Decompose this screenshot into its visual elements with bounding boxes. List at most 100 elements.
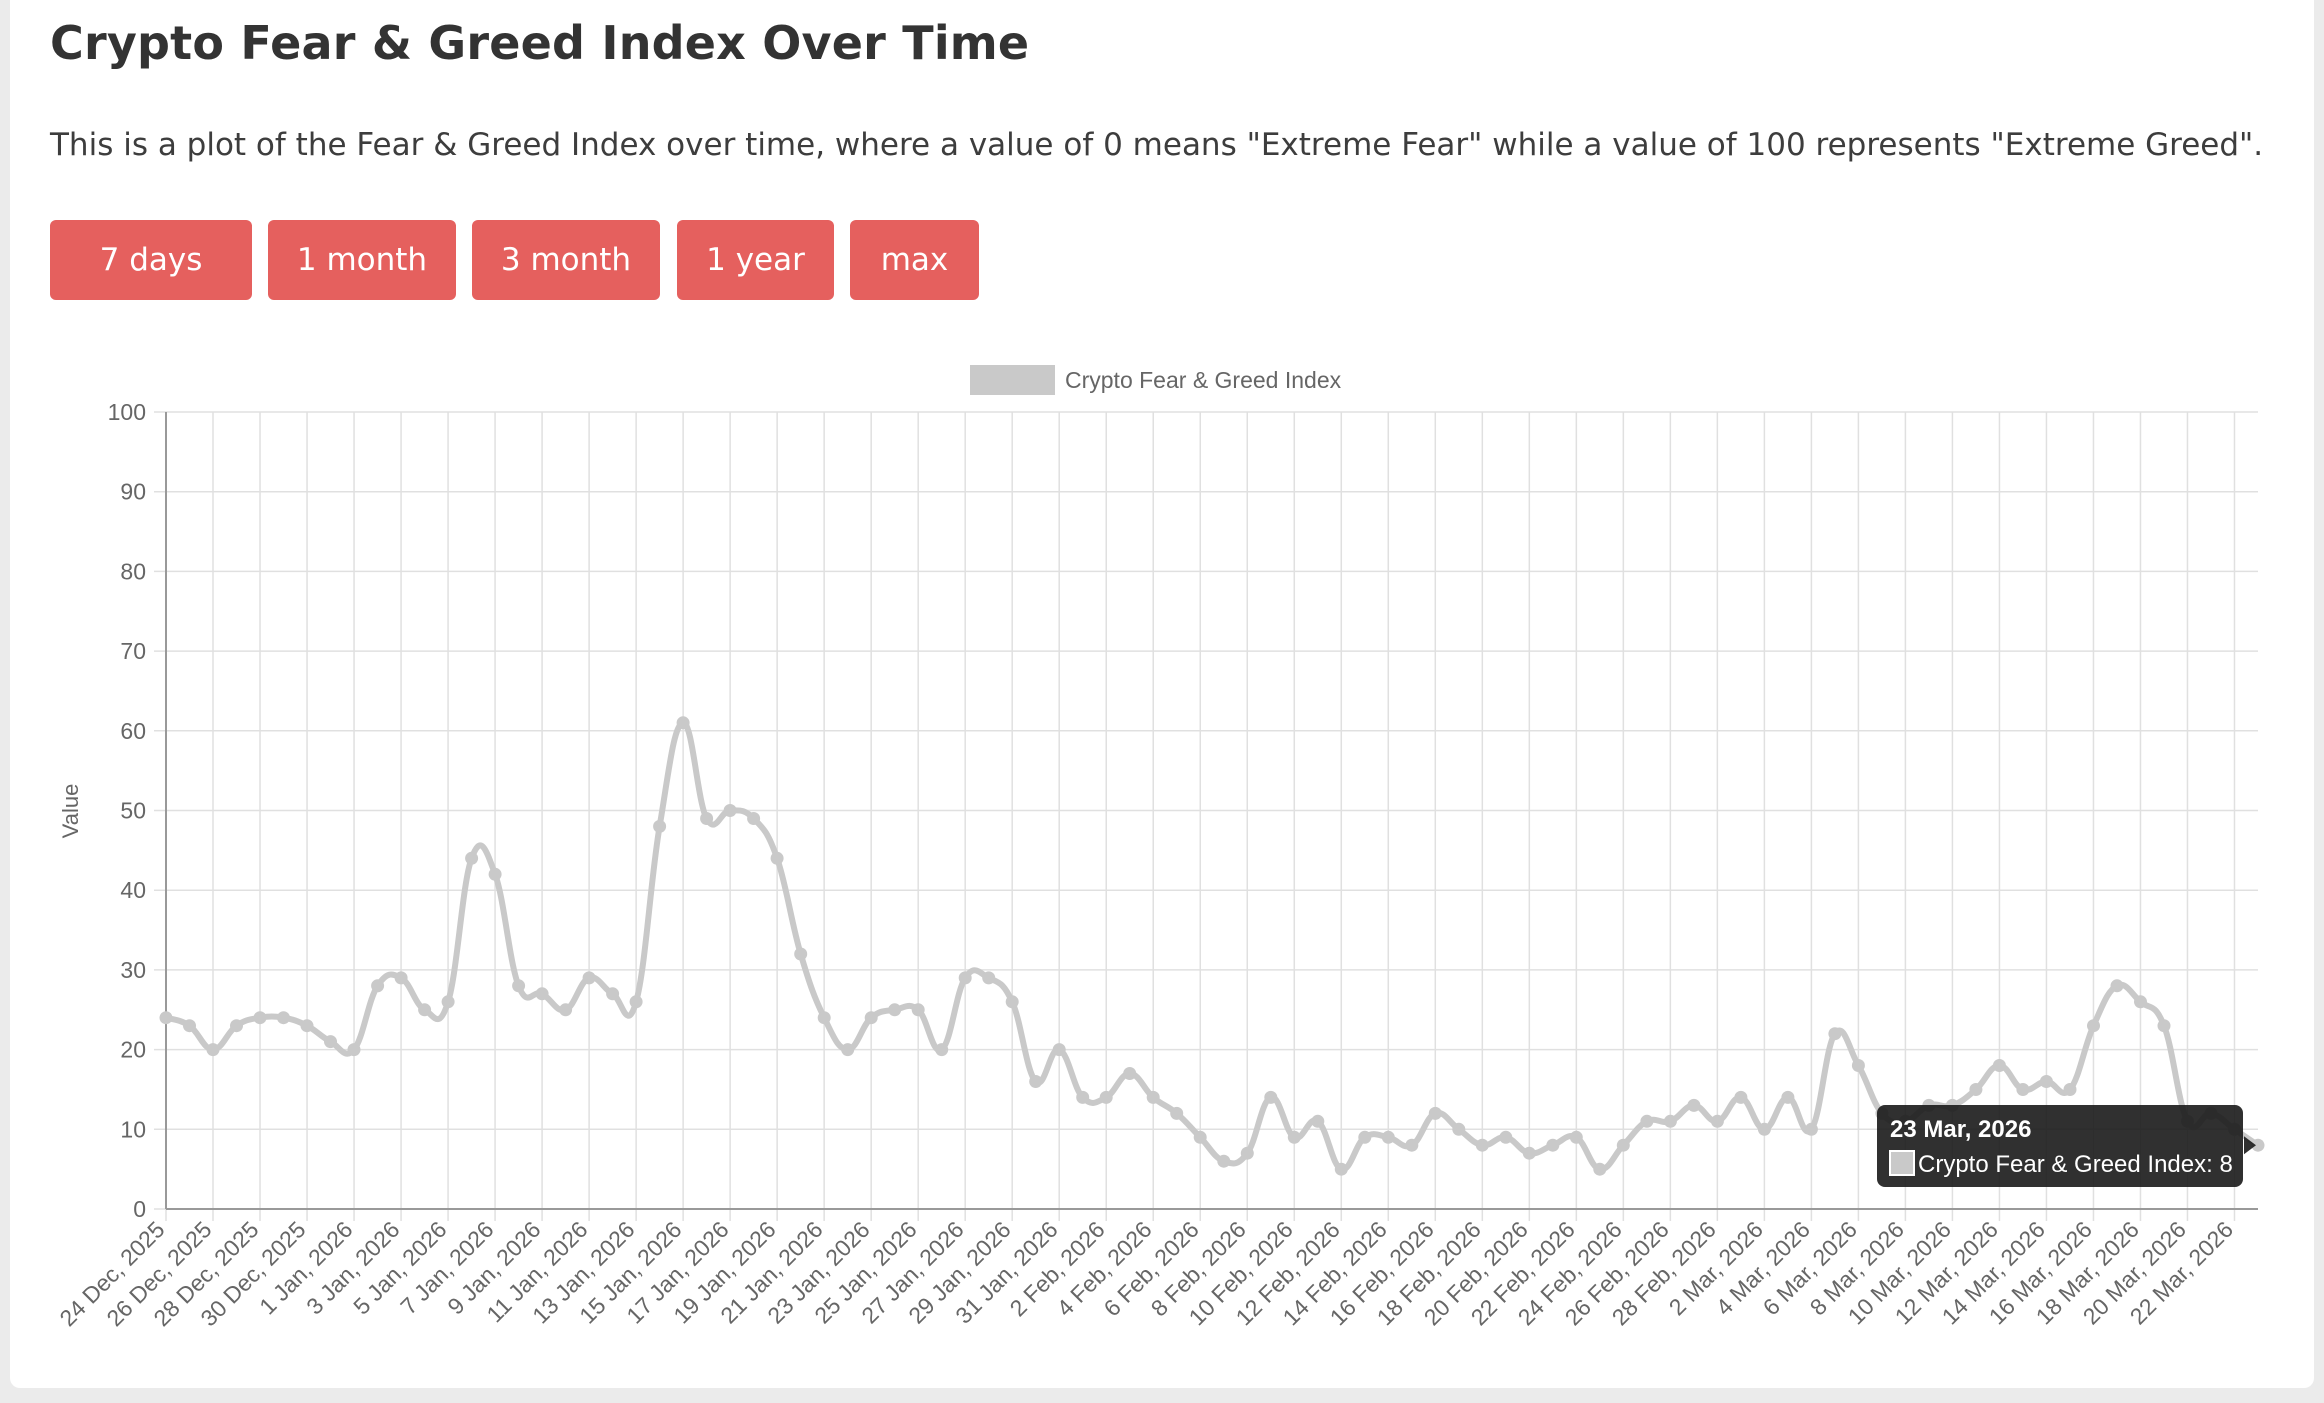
range-button-7-days[interactable]: 7 days (50, 220, 252, 300)
data-point[interactable] (1358, 1130, 1372, 1144)
data-point[interactable] (629, 995, 643, 1009)
data-point[interactable] (1569, 1130, 1583, 1144)
data-point[interactable] (1452, 1122, 1466, 1136)
data-point[interactable] (1663, 1114, 1677, 1128)
data-point[interactable] (606, 987, 620, 1001)
data-point[interactable] (1334, 1162, 1348, 1176)
data-point[interactable] (935, 1043, 949, 1057)
data-point[interactable] (1475, 1138, 1489, 1152)
data-point[interactable] (2087, 1019, 2100, 1033)
data-point[interactable] (1146, 1090, 1160, 1104)
data-point[interactable] (1828, 1027, 1842, 1041)
data-point[interactable] (1734, 1090, 1748, 1104)
data-point[interactable] (1640, 1114, 1654, 1128)
data-point[interactable] (559, 1003, 573, 1017)
series-line (163, 719, 2261, 1173)
data-point[interactable] (277, 1011, 290, 1025)
data-point[interactable] (1123, 1067, 1137, 1080)
data-point[interactable] (1029, 1075, 1043, 1088)
tooltip-caret (2244, 1136, 2256, 1155)
data-point[interactable] (1405, 1138, 1419, 1152)
data-point[interactable] (206, 1043, 220, 1057)
data-point[interactable] (300, 1019, 314, 1033)
data-point[interactable] (817, 1011, 831, 1025)
data-point[interactable] (1381, 1130, 1395, 1144)
data-point[interactable] (700, 812, 714, 825)
tooltip-swatch (1889, 1150, 1915, 1176)
data-point[interactable] (1781, 1090, 1795, 1104)
data-point[interactable] (958, 971, 972, 985)
data-point[interactable] (982, 971, 996, 985)
y-axis-title: Value (58, 784, 83, 839)
range-button-max[interactable]: max (850, 220, 979, 300)
data-point[interactable] (441, 995, 455, 1009)
data-point[interactable] (676, 716, 690, 730)
data-point[interactable] (2251, 1138, 2265, 1152)
data-point[interactable] (488, 867, 502, 881)
data-point[interactable] (1099, 1090, 1113, 1104)
y-tick-label: 100 (108, 399, 146, 425)
data-point[interactable] (653, 819, 667, 833)
data-point[interactable] (159, 1011, 173, 1025)
data-point[interactable] (1522, 1146, 1536, 1160)
data-point[interactable] (1217, 1154, 1231, 1168)
data-point[interactable] (1287, 1130, 1301, 1144)
data-point[interactable] (770, 851, 784, 865)
data-point[interactable] (371, 979, 385, 993)
data-point[interactable] (1311, 1114, 1325, 1128)
data-point[interactable] (1428, 1106, 1442, 1120)
data-point[interactable] (1969, 1083, 1983, 1096)
data-point[interactable] (1687, 1098, 1701, 1112)
data-point[interactable] (2063, 1083, 2077, 1096)
data-point[interactable] (418, 1003, 432, 1017)
data-point[interactable] (1546, 1138, 1560, 1152)
data-point[interactable] (2039, 1075, 2053, 1088)
range-button-3-month[interactable]: 3 month (472, 220, 660, 300)
data-point[interactable] (230, 1019, 243, 1033)
data-point[interactable] (794, 947, 808, 961)
data-point[interactable] (1076, 1090, 1090, 1104)
data-point[interactable] (394, 971, 408, 985)
data-point[interactable] (2110, 979, 2124, 993)
data-point[interactable] (582, 971, 596, 985)
data-point[interactable] (1499, 1130, 1513, 1144)
data-point[interactable] (2134, 995, 2147, 1009)
data-point[interactable] (841, 1043, 855, 1057)
legend-label: Crypto Fear & Greed Index (1065, 367, 1342, 393)
data-point[interactable] (465, 851, 479, 865)
series-points[interactable] (159, 716, 2265, 1176)
data-point[interactable] (2016, 1083, 2030, 1096)
chart-legend[interactable]: Crypto Fear & Greed Index (970, 365, 1342, 395)
data-point[interactable] (747, 812, 761, 825)
data-point[interactable] (2157, 1019, 2171, 1033)
data-point[interactable] (1240, 1146, 1254, 1160)
data-point[interactable] (888, 1003, 902, 1017)
data-point[interactable] (512, 979, 526, 993)
data-point[interactable] (347, 1043, 361, 1057)
data-point[interactable] (1193, 1130, 1207, 1144)
data-point[interactable] (1264, 1090, 1278, 1104)
data-point[interactable] (864, 1011, 878, 1025)
y-tick-label: 90 (120, 479, 146, 505)
legend-swatch (970, 365, 1055, 395)
data-point[interactable] (723, 804, 737, 817)
data-point[interactable] (253, 1011, 267, 1025)
data-point[interactable] (1851, 1059, 1865, 1072)
data-point[interactable] (183, 1019, 196, 1033)
data-point[interactable] (1757, 1122, 1771, 1136)
data-point[interactable] (911, 1003, 925, 1017)
data-point[interactable] (1804, 1122, 1818, 1136)
data-point[interactable] (1170, 1106, 1184, 1120)
data-point[interactable] (324, 1035, 337, 1049)
data-point[interactable] (1052, 1043, 1066, 1057)
data-point[interactable] (1616, 1138, 1630, 1152)
data-point[interactable] (1992, 1059, 2006, 1072)
y-tick-label: 70 (120, 638, 146, 664)
range-button-1-year[interactable]: 1 year (677, 220, 834, 300)
data-point[interactable] (1710, 1114, 1724, 1128)
data-point[interactable] (1593, 1162, 1607, 1176)
data-point[interactable] (1005, 995, 1019, 1009)
data-point[interactable] (535, 987, 549, 1001)
range-button-1-month[interactable]: 1 month (268, 220, 456, 300)
